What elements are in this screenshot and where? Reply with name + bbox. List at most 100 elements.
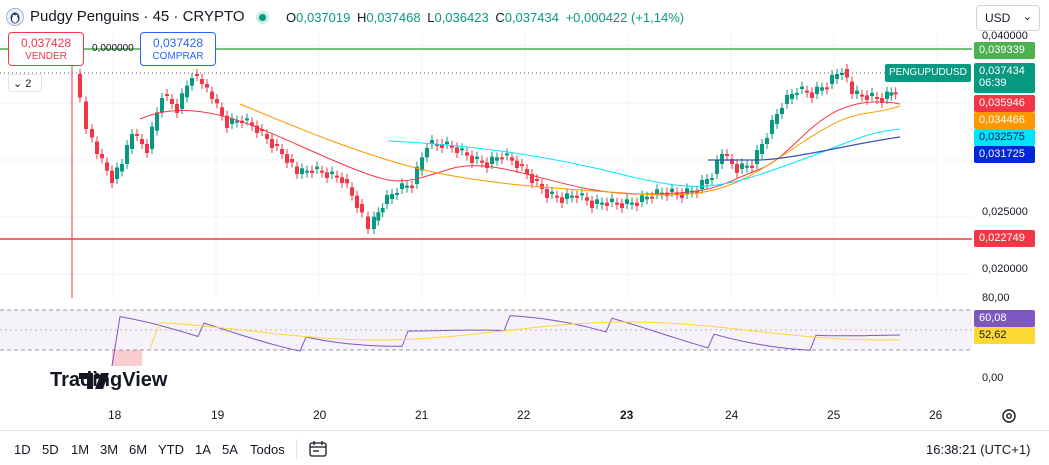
candle-body (650, 196, 654, 199)
bar-countdown: 06:39 (979, 77, 1007, 89)
candle-body (820, 87, 824, 91)
candle-body (800, 86, 804, 89)
candle-body (695, 190, 699, 193)
range-1a-button[interactable]: 1A (195, 442, 211, 457)
time-tick: 21 (415, 408, 429, 422)
candle-body (215, 99, 219, 104)
candle-body (745, 165, 749, 168)
open-value: 0,037019 (296, 10, 351, 25)
settings-icon[interactable] (1000, 407, 1018, 425)
candle-body (515, 160, 519, 168)
close-label: C (495, 10, 505, 25)
candle-body (105, 162, 109, 171)
price-tick: 0,020000 (982, 263, 1028, 275)
candle-body (230, 118, 234, 124)
candle-body (110, 170, 114, 183)
candle-body (750, 165, 754, 168)
candle-body (585, 197, 589, 201)
candle-body (380, 208, 385, 213)
clock-timezone[interactable]: 16:38:21 (UTC+1) (926, 442, 1031, 457)
range-5a-button[interactable]: 5A (222, 442, 238, 457)
range-5d-button[interactable]: 5D (42, 442, 59, 457)
high-line-tag: 0,039339 (974, 42, 1035, 59)
candle-body (220, 107, 224, 116)
candle-body (400, 183, 404, 189)
candle-body (78, 74, 82, 98)
currency-select[interactable]: USD ⌄ (976, 5, 1040, 31)
chevron-down-icon: ⌄ (13, 78, 23, 90)
ma-orange-line (239, 103, 901, 196)
candle-body (885, 91, 889, 99)
currency-value: USD (985, 11, 1011, 25)
candle-body (645, 196, 649, 200)
candle-body (260, 129, 264, 131)
candle-body (470, 155, 474, 163)
low-value: 0,036423 (434, 10, 489, 25)
candle-body (225, 115, 229, 128)
candle-body (465, 152, 469, 156)
candle-body (505, 153, 509, 156)
candle-body (395, 193, 399, 195)
range-todos-button[interactable]: Todos (250, 442, 285, 457)
candle-body (770, 120, 774, 134)
candle-body (840, 73, 844, 75)
symbol-title[interactable]: Pudgy Penguins · 45 · CRYPTO (30, 8, 245, 25)
indicators-toggle[interactable]: ⌄ 2 (8, 74, 42, 92)
candle-body (445, 141, 449, 144)
candle-body (435, 144, 439, 146)
candle-body (265, 134, 269, 139)
candle-body (315, 166, 319, 169)
candle-body (376, 212, 381, 221)
range-ytd-button[interactable]: YTD (158, 442, 184, 457)
buy-price: 0,037428 (152, 36, 204, 50)
indicator-count: 2 (25, 78, 32, 90)
candle-body (520, 164, 524, 166)
sell-button[interactable]: 0,037428 VENDER (8, 32, 84, 66)
candle-body (855, 90, 859, 94)
candle-body (560, 197, 564, 203)
candle-body (825, 87, 829, 90)
last-price: 0,037434 (979, 65, 1025, 77)
candle-body (595, 199, 599, 204)
candle-body (210, 91, 214, 99)
time-tick: 20 (313, 408, 327, 422)
range-1d-button[interactable]: 1D (14, 442, 31, 457)
price-tick: 0,025000 (982, 206, 1028, 218)
rsi-ma-line (149, 321, 901, 349)
candle-body (170, 99, 174, 104)
candle-body (805, 90, 809, 93)
ma4-tag: 0,031725 (974, 146, 1035, 163)
candle-body (330, 171, 334, 174)
candle-body (366, 216, 370, 229)
candle-body (295, 166, 299, 174)
candle-body (455, 147, 459, 153)
rsi-pane[interactable] (0, 298, 972, 398)
candle-body (130, 134, 134, 149)
candle-body (675, 192, 679, 195)
time-tick: 18 (108, 408, 122, 422)
buy-button[interactable]: 0,037428 COMPRAR (140, 32, 216, 66)
close-value: 0,037434 (504, 10, 559, 25)
calendar-range-icon[interactable] (308, 440, 328, 458)
range-3m-button[interactable]: 3M (100, 442, 119, 457)
candle-body (425, 148, 429, 158)
candle-body (485, 162, 489, 168)
candle-body (350, 187, 354, 196)
candle-body (680, 193, 684, 198)
candle-body (310, 170, 314, 173)
rsi-ma-tag: 52,62 (974, 327, 1035, 344)
range-6m-button[interactable]: 6M (129, 442, 148, 457)
candle-body (565, 193, 569, 199)
candle-body (200, 79, 204, 84)
range-1m-button[interactable]: 1M (71, 442, 90, 457)
candle-body (305, 170, 309, 173)
candle-body (372, 216, 376, 229)
candle-body (410, 185, 414, 188)
price-chart[interactable] (0, 34, 972, 298)
candle-body (600, 202, 604, 205)
candle-body (335, 175, 339, 178)
rsi-value-tag: 60,08 (974, 310, 1035, 327)
candle-body (530, 174, 534, 183)
candle-body (185, 85, 189, 98)
open-label: O (286, 10, 297, 25)
